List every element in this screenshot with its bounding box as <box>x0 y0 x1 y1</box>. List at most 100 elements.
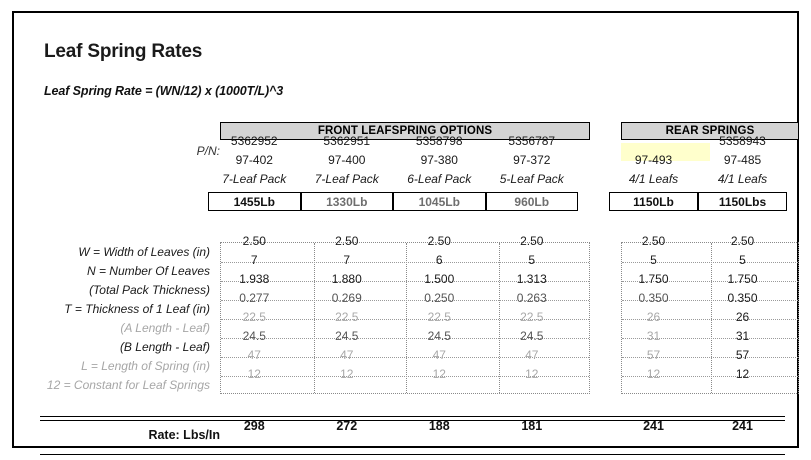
front-cell-r3-c1: 1.938 <box>239 272 270 286</box>
rear-cell-r3-c1: 1.750 <box>638 272 669 286</box>
grid-vline <box>313 243 315 393</box>
front-cell-r1-c3: 2.50 <box>427 234 451 248</box>
front-cell-r1-c1: 2.50 <box>242 234 266 248</box>
front-cell-r1-c2: 2.50 <box>335 234 359 248</box>
front-cell-r7-c3: 47 <box>432 348 446 362</box>
rear-cell-r5-c2: 26 <box>735 310 750 324</box>
grid-hline <box>622 357 798 358</box>
grid-hline <box>221 319 589 320</box>
front-cell-r8-c3: 12 <box>432 367 446 381</box>
row-label-3: (Total Pack Thickness) <box>89 283 210 297</box>
rear-alt-number-2: 97-485 <box>723 153 762 167</box>
front-cell-r3-c3: 1.500 <box>424 272 455 286</box>
front-rating-box-1: 1455Lb <box>208 192 301 211</box>
grid-vline <box>406 243 407 393</box>
document-frame: Leaf Spring Rates Leaf Spring Rate = (WN… <box>12 11 799 455</box>
rear-pack-type-1: 4/1 Leafs <box>628 172 679 186</box>
front-cell-r5-c1: 22.5 <box>242 310 266 324</box>
rear-pack-type-2: 4/1 Leafs <box>717 172 768 186</box>
part-number-label: P/N: <box>196 144 220 158</box>
rear-part-number-2: 5358943 <box>719 134 766 148</box>
front-cell-r4-c3: 0.250 <box>424 291 455 305</box>
rear-rating-box-1: 1150Lb <box>609 192 698 211</box>
rear-cell-r2-c1: 5 <box>650 253 657 267</box>
front-alt-number-4: 97-372 <box>513 153 551 167</box>
front-pack-type-3: 6-Leaf Pack <box>407 172 472 186</box>
rear-cell-r6-c2: 31 <box>735 329 750 343</box>
grid-hline <box>622 338 798 339</box>
front-cell-r6-c4: 24.5 <box>520 329 544 343</box>
grid-hline <box>221 338 589 339</box>
front-cell-r1-c4: 2.50 <box>520 234 544 248</box>
front-alt-number-1: 97-402 <box>235 153 273 167</box>
rear-cell-r5-c1: 26 <box>646 310 661 324</box>
row-label-5: (A Length - Leaf) <box>120 321 210 335</box>
front-pack-type-4: 5-Leaf Pack <box>499 172 564 186</box>
front-cell-r2-c3: 6 <box>435 253 443 267</box>
front-cell-r4-c1: 0.277 <box>239 291 270 305</box>
front-rating-box-4: 960Lb <box>485 192 578 211</box>
front-cell-r7-c4: 47 <box>525 348 539 362</box>
grid-vline <box>711 243 712 393</box>
front-rating-box-2: 1330Lb <box>300 192 393 211</box>
front-part-number-3: 5358798 <box>415 134 463 148</box>
front-cell-r4-c2: 0.269 <box>331 291 362 305</box>
front-result-3: 188 <box>428 419 450 433</box>
formula-text: Leaf Spring Rate = (WN/12) x (1000T/L)^3 <box>44 84 284 98</box>
front-cell-r8-c2: 12 <box>340 367 354 381</box>
rear-cell-r7-c2: 57 <box>735 348 750 362</box>
rear-part-number-1 <box>609 133 698 150</box>
grid-hline <box>622 300 798 301</box>
row-label-2: N = Number Of Leaves <box>86 264 210 278</box>
front-part-number-4: 5356787 <box>508 134 556 148</box>
page-title: Leaf Spring Rates <box>44 41 203 62</box>
rear-cell-r4-c2: 0.350 <box>727 291 758 305</box>
rear-group-header: REAR SPRINGS <box>621 122 799 140</box>
front-alt-number-2: 97-400 <box>328 153 366 167</box>
rear-rating-box-2: 1150Lbs <box>698 192 787 211</box>
grid-hline <box>221 262 589 263</box>
rear-cell-r8-c1: 12 <box>646 367 661 381</box>
front-cell-r3-c2: 1.880 <box>331 272 362 286</box>
front-cell-r5-c3: 22.5 <box>427 310 451 324</box>
grid-vline <box>498 243 500 393</box>
front-cell-r7-c1: 47 <box>247 348 261 362</box>
result-bottom-rule <box>40 454 785 455</box>
rear-empty-highlight-cell <box>621 143 710 161</box>
rear-result-1: 241 <box>643 419 664 433</box>
rear-cell-r8-c2: 12 <box>735 367 750 381</box>
grid-hline <box>622 262 798 263</box>
result-top-rule <box>40 416 785 421</box>
row-label-4: T = Thickness of 1 Leaf (in) <box>64 302 210 316</box>
rear-cell-r1-c1: 2.50 <box>641 234 666 248</box>
front-cell-r5-c4: 22.5 <box>520 310 544 324</box>
grid-hline <box>221 281 589 282</box>
front-cell-r2-c1: 7 <box>250 253 258 267</box>
front-cell-r8-c1: 12 <box>247 367 261 381</box>
rear-cell-r4-c1: 0.350 <box>638 291 669 305</box>
grid-hline <box>221 300 589 301</box>
rear-cell-r3-c2: 1.750 <box>727 272 758 286</box>
front-cell-r2-c4: 5 <box>528 253 536 267</box>
rear-cell-r6-c1: 31 <box>646 329 661 343</box>
result-label: Rate: Lbs/In <box>148 428 220 442</box>
front-cell-r3-c4: 1.313 <box>516 272 547 286</box>
rear-alt-number-1: 97-493 <box>634 153 673 167</box>
front-cell-r7-c2: 47 <box>340 348 354 362</box>
row-label-7: L = Length of Spring (in) <box>81 359 210 373</box>
grid-hline <box>622 376 798 377</box>
grid-hline <box>622 281 798 282</box>
grid-hline <box>221 357 589 358</box>
grid-hline <box>622 319 798 320</box>
front-pack-type-1: 7-Leaf Pack <box>222 172 287 186</box>
front-cell-r5-c2: 22.5 <box>335 310 359 324</box>
front-cell-r4-c4: 0.263 <box>516 291 547 305</box>
front-result-4: 181 <box>521 419 543 433</box>
front-pack-type-2: 7-Leaf Pack <box>314 172 379 186</box>
rear-result-2: 241 <box>732 419 753 433</box>
row-label-1: W = Width of Leaves (in) <box>78 245 210 259</box>
front-result-2: 272 <box>336 419 358 433</box>
front-cell-r6-c2: 24.5 <box>335 329 359 343</box>
front-rating-box-3: 1045Lb <box>393 192 486 211</box>
rear-cell-r1-c2: 2.50 <box>730 234 755 248</box>
